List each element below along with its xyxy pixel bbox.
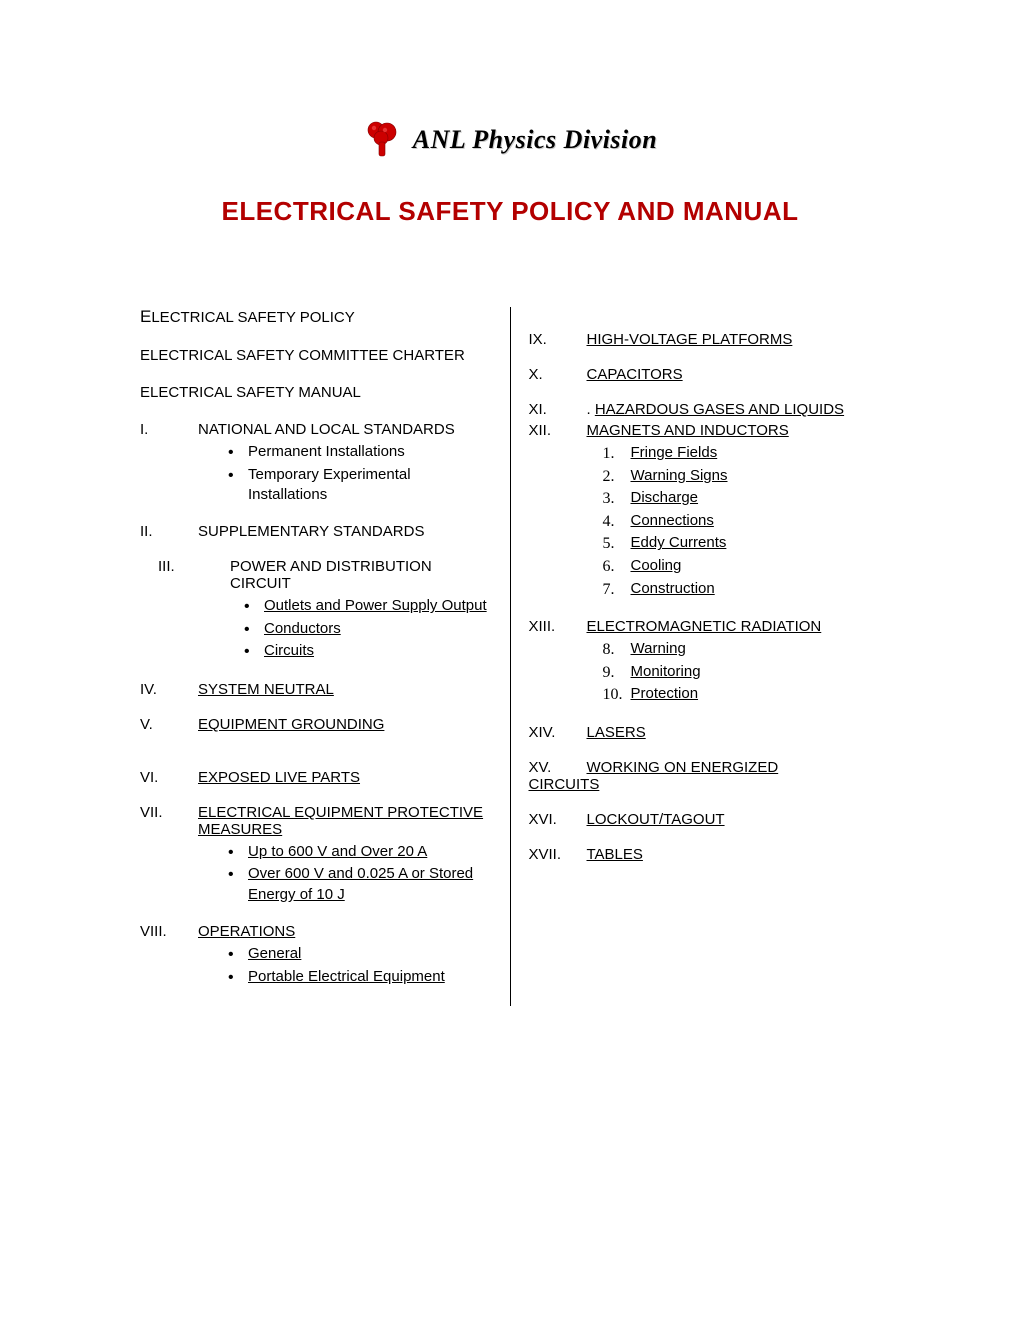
sub-xii-3[interactable]: Discharge xyxy=(631,488,881,508)
label-iv[interactable]: SYSTEM NEUTRAL xyxy=(198,681,492,698)
toc-section-ii: II. SUPPLEMENTARY STANDARDS xyxy=(140,523,492,540)
label-x[interactable]: CAPACITORS xyxy=(587,366,881,383)
label-xvi[interactable]: LOCKOUT/TAGOUT xyxy=(587,811,881,828)
sub-iii-3[interactable]: Circuits xyxy=(264,641,492,661)
bullet-icon: • xyxy=(244,619,264,641)
toc-section-xiv: XIV. LASERS xyxy=(529,724,881,741)
toc-section-vii: VII. ELECTRICAL EQUIPMENT PROTECTIVE MEA… xyxy=(140,804,492,905)
sub-xiii-1[interactable]: Warning xyxy=(631,639,881,659)
bullet-icon: • xyxy=(228,864,248,886)
sub-viii-2[interactable]: Portable Electrical Equipment xyxy=(248,967,492,987)
sub-xii-2[interactable]: Warning Signs xyxy=(631,466,881,486)
heading-charter: ELECTRICAL SAFETY COMMITTEE CHARTER xyxy=(140,347,492,364)
toc-section-xv: XV. WORKING ON ENERGIZED CIRCUITS xyxy=(529,759,881,793)
roman-xiv: XIV. xyxy=(529,724,587,741)
roman-i: I. xyxy=(140,421,198,438)
org-title: ANL Physics Division xyxy=(413,125,657,155)
bullet-icon: • xyxy=(228,944,248,966)
logo-icon xyxy=(363,120,403,160)
sub-xii-5[interactable]: Eddy Currents xyxy=(631,533,881,553)
logo-line: ANL Physics Division xyxy=(140,120,880,160)
toc-section-i: I. NATIONAL AND LOCAL STANDARDS •Permane… xyxy=(140,421,492,505)
roman-xvii: XVII. xyxy=(529,846,587,863)
bullet-icon: • xyxy=(228,967,248,989)
roman-vii: VII. xyxy=(140,804,198,821)
roman-xiii: XIII. xyxy=(529,618,587,635)
sub-iii-2[interactable]: Conductors xyxy=(264,619,492,639)
toc-section-xiii: XIII. ELECTROMAGNETIC RADIATION 8.Warnin… xyxy=(529,618,881,706)
toc-section-x: X. CAPACITORS xyxy=(529,366,881,383)
main-title: ELECTRICAL SAFETY POLICY AND MANUAL xyxy=(140,196,880,227)
label-ii: SUPPLEMENTARY STANDARDS xyxy=(198,523,492,540)
bullet-icon: • xyxy=(228,442,248,464)
sub-iii-1[interactable]: Outlets and Power Supply Output xyxy=(264,596,492,616)
toc-section-xi: XI. . HAZARDOUS GASES AND LIQUIDS xyxy=(529,401,881,418)
roman-xvi: XVI. xyxy=(529,811,587,828)
toc-section-xvii: XVII. TABLES xyxy=(529,846,881,863)
toc-section-viii: VIII. OPERATIONS •General •Portable Elec… xyxy=(140,923,492,988)
label-iii: POWER AND DISTRIBUTION CIRCUIT xyxy=(230,558,492,592)
toc-left-column: ELECTRICAL SAFETY POLICY ELECTRICAL SAFE… xyxy=(140,307,511,1006)
bullet-icon: • xyxy=(228,842,248,864)
toc-section-iv: IV. SYSTEM NEUTRAL xyxy=(140,681,492,698)
sub-xiii-2[interactable]: Monitoring xyxy=(631,662,881,682)
label-vii[interactable]: ELECTRICAL EQUIPMENT PROTECTIVE MEASURES xyxy=(198,804,492,838)
label-xiii[interactable]: ELECTROMAGNETIC RADIATION xyxy=(587,618,881,635)
roman-xii: XII. xyxy=(529,422,587,439)
label-viii[interactable]: OPERATIONS xyxy=(198,923,492,940)
roman-iv: IV. xyxy=(140,681,198,698)
roman-xv: XV. xyxy=(529,759,587,776)
label-i: NATIONAL AND LOCAL STANDARDS xyxy=(198,421,492,438)
bullet-icon: • xyxy=(244,641,264,663)
roman-v: V. xyxy=(140,716,198,733)
roman-viii: VIII. xyxy=(140,923,198,940)
label-ix[interactable]: HIGH-VOLTAGE PLATFORMS xyxy=(587,331,881,348)
label-xvii[interactable]: TABLES xyxy=(587,846,881,863)
sub-xii-1[interactable]: Fringe Fields xyxy=(631,443,881,463)
roman-vi: VI. xyxy=(140,769,198,786)
sub-i-1: Permanent Installations xyxy=(248,442,492,462)
toc-columns: ELECTRICAL SAFETY POLICY ELECTRICAL SAFE… xyxy=(140,307,880,1006)
toc-section-vi: VI. EXPOSED LIVE PARTS xyxy=(140,769,492,786)
bullet-icon: • xyxy=(228,465,248,487)
sub-xii-6[interactable]: Cooling xyxy=(631,556,881,576)
label-xv-a[interactable]: WORKING ON ENERGIZED xyxy=(587,759,881,776)
roman-x: X. xyxy=(529,366,587,383)
roman-xi: XI. xyxy=(529,401,587,418)
toc-section-v: V. EQUIPMENT GROUNDING xyxy=(140,716,492,733)
sub-vii-1[interactable]: Up to 600 V and Over 20 A xyxy=(248,842,492,862)
bullet-icon: • xyxy=(244,596,264,618)
label-vi[interactable]: EXPOSED LIVE PARTS xyxy=(198,769,492,786)
toc-section-xii: XII. MAGNETS AND INDUCTORS 1.Fringe Fiel… xyxy=(529,422,881,600)
label-xv-b[interactable]: CIRCUITS xyxy=(529,776,600,793)
spacer xyxy=(529,307,881,331)
toc-right-column: IX. HIGH-VOLTAGE PLATFORMS X. CAPACITORS… xyxy=(511,307,881,1006)
label-xii[interactable]: MAGNETS AND INDUCTORS xyxy=(587,422,881,439)
roman-iii: III. xyxy=(140,558,230,575)
sub-xii-4[interactable]: Connections xyxy=(631,511,881,531)
label-v[interactable]: EQUIPMENT GROUNDING xyxy=(198,716,492,733)
roman-ix: IX. xyxy=(529,331,587,348)
roman-ii: II. xyxy=(140,523,198,540)
heading-policy: ELECTRICAL SAFETY POLICY xyxy=(140,307,492,327)
sub-vii-2[interactable]: Over 600 V and 0.025 A or Stored Energy … xyxy=(248,864,492,905)
toc-section-xvi: XVI. LOCKOUT/TAGOUT xyxy=(529,811,881,828)
sub-xiii-3[interactable]: Protection xyxy=(631,684,881,704)
sub-xii-7[interactable]: Construction xyxy=(631,579,881,599)
label-xiv[interactable]: LASERS xyxy=(587,724,881,741)
toc-section-iii: III. POWER AND DISTRIBUTION CIRCUIT •Out… xyxy=(140,558,492,663)
sub-viii-1[interactable]: General xyxy=(248,944,492,964)
label-xi-wrap: . HAZARDOUS GASES AND LIQUIDS xyxy=(587,401,881,418)
page-container: ANL Physics Division ELECTRICAL SAFETY P… xyxy=(0,0,1020,1066)
sub-i-2: Temporary Experimental Installations xyxy=(248,465,492,506)
heading-manual: ELECTRICAL SAFETY MANUAL xyxy=(140,384,492,401)
label-xi[interactable]: HAZARDOUS GASES AND LIQUIDS xyxy=(595,401,844,418)
toc-section-ix: IX. HIGH-VOLTAGE PLATFORMS xyxy=(529,331,881,348)
